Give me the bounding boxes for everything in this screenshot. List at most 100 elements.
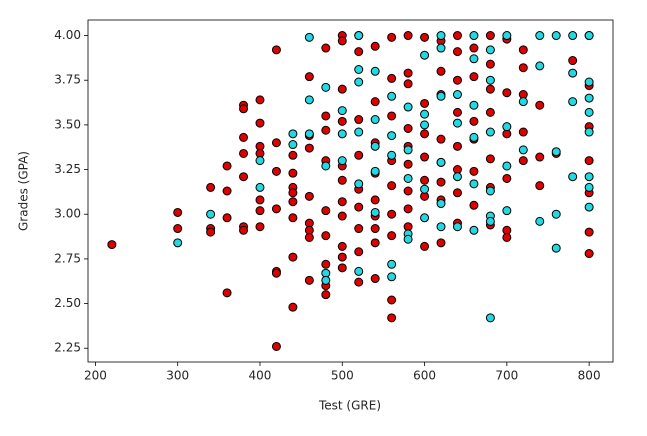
point [568, 68, 578, 78]
point [370, 274, 380, 284]
point [518, 45, 528, 55]
point [222, 288, 232, 298]
point [370, 66, 380, 76]
y-tick-label: 3.25 [54, 162, 81, 176]
point [584, 156, 594, 166]
point [239, 225, 249, 235]
point [370, 141, 380, 151]
point [403, 173, 413, 183]
point [370, 238, 380, 248]
point [387, 181, 397, 191]
point [469, 54, 479, 64]
point [420, 241, 430, 251]
point [337, 116, 347, 126]
point [485, 59, 495, 69]
point [387, 32, 397, 42]
point [535, 31, 545, 41]
point [239, 104, 249, 114]
point [436, 199, 446, 209]
point [485, 75, 495, 85]
point [222, 213, 232, 223]
point [387, 313, 397, 323]
point [485, 216, 495, 226]
point [304, 72, 314, 82]
point [584, 249, 594, 259]
point [469, 116, 479, 126]
point [535, 100, 545, 110]
point [354, 31, 364, 41]
point [485, 45, 495, 55]
point [354, 77, 364, 87]
point [452, 90, 462, 100]
point [271, 204, 281, 214]
point [502, 173, 512, 183]
point [255, 195, 265, 205]
point [420, 152, 430, 162]
point [403, 234, 413, 244]
point [304, 232, 314, 242]
point [502, 161, 512, 171]
point [321, 231, 331, 241]
point [337, 84, 347, 94]
point [584, 227, 594, 237]
point [354, 202, 364, 212]
point [469, 166, 479, 176]
point [107, 240, 117, 250]
point [321, 290, 331, 300]
y-tick-label: 3.75 [54, 73, 81, 87]
point [469, 72, 479, 82]
point [337, 106, 347, 116]
x-tick-label: 400 [249, 369, 272, 383]
point [255, 95, 265, 105]
point [337, 197, 347, 207]
point [535, 152, 545, 162]
point [485, 84, 495, 94]
point [403, 123, 413, 133]
point [255, 182, 265, 192]
point [337, 175, 347, 185]
point [436, 31, 446, 41]
point [354, 179, 364, 189]
point [403, 159, 413, 169]
point [551, 147, 561, 157]
point [255, 118, 265, 128]
point [403, 68, 413, 78]
point [584, 77, 594, 87]
point [502, 88, 512, 98]
point [354, 277, 364, 287]
point [469, 100, 479, 110]
point [304, 32, 314, 42]
y-tick-label: 2.50 [54, 296, 81, 310]
plot-frame [87, 19, 614, 363]
point [485, 107, 495, 117]
point [584, 127, 594, 137]
point [255, 206, 265, 216]
point [271, 45, 281, 55]
y-axis-label: Grades (GPA) [17, 151, 31, 231]
point [370, 41, 380, 51]
point [288, 213, 298, 223]
point [387, 231, 397, 241]
point [387, 209, 397, 219]
point [387, 91, 397, 101]
point [387, 150, 397, 160]
point [469, 132, 479, 142]
point [436, 238, 446, 248]
point [304, 275, 314, 285]
point [337, 241, 347, 251]
point [485, 186, 495, 196]
point [321, 259, 331, 269]
point [321, 125, 331, 135]
point [403, 145, 413, 155]
point [584, 93, 594, 103]
point [420, 175, 430, 185]
point [222, 186, 232, 196]
point [469, 225, 479, 235]
y-tick-label: 2.75 [54, 251, 81, 265]
point [584, 202, 594, 212]
point [452, 107, 462, 117]
point [337, 156, 347, 166]
point [584, 107, 594, 117]
point [387, 295, 397, 305]
point [568, 56, 578, 66]
